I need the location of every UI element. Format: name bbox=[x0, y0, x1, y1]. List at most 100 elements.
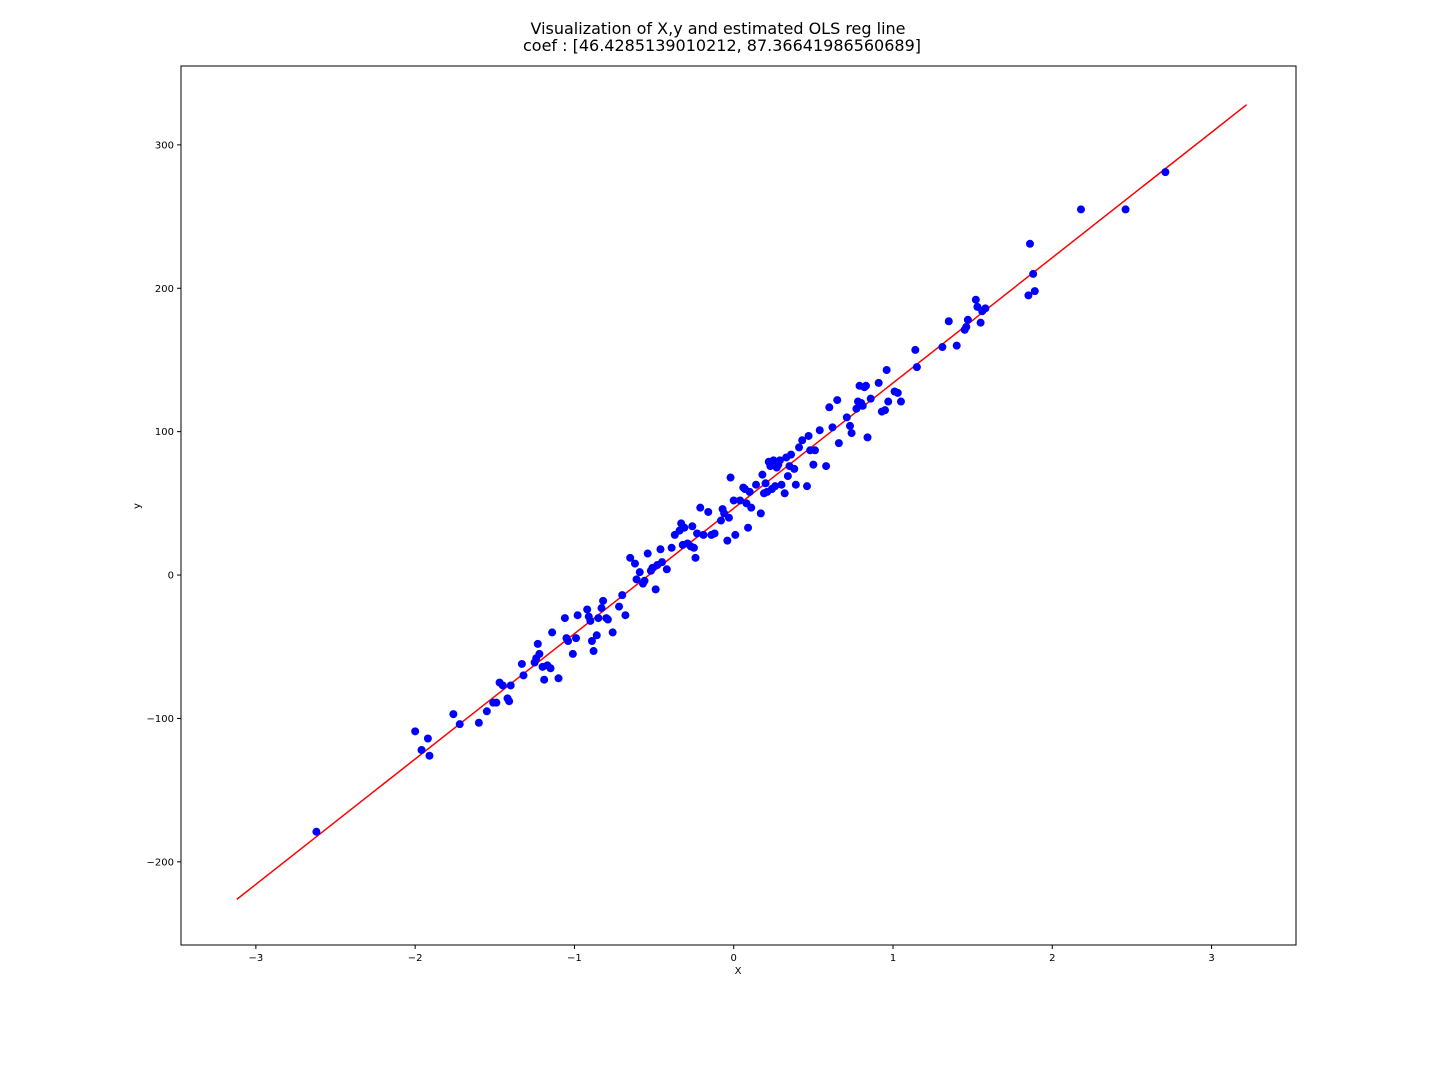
data-point bbox=[804, 431, 813, 440]
x-tick-label: 3 bbox=[1208, 953, 1214, 964]
data-point bbox=[1121, 205, 1130, 214]
data-point bbox=[608, 628, 617, 637]
x-tick-label: −1 bbox=[567, 953, 582, 964]
data-point bbox=[938, 343, 947, 352]
data-point bbox=[699, 530, 708, 539]
data-point bbox=[592, 631, 601, 640]
y-axis-label: y bbox=[132, 503, 143, 509]
data-point bbox=[564, 637, 573, 646]
data-point bbox=[976, 318, 985, 327]
data-point bbox=[583, 605, 592, 614]
data-point bbox=[704, 507, 713, 516]
chart-title-line-1: Visualization of X,y and estimated OLS r… bbox=[530, 19, 905, 38]
data-point bbox=[533, 639, 542, 648]
data-point bbox=[658, 558, 667, 567]
data-point bbox=[828, 423, 837, 432]
data-point bbox=[944, 317, 953, 326]
x-axis-ticks: −3 −2 −1 0 1 2 3 bbox=[248, 945, 1215, 964]
data-point bbox=[810, 446, 819, 455]
data-point bbox=[833, 396, 842, 405]
data-point bbox=[630, 559, 639, 568]
y-tick-label: −200 bbox=[147, 857, 174, 868]
data-point bbox=[423, 734, 432, 743]
data-point bbox=[586, 616, 595, 625]
data-point bbox=[540, 675, 549, 684]
data-point bbox=[724, 513, 733, 522]
y-tick-label: 100 bbox=[155, 427, 174, 438]
data-point bbox=[517, 659, 526, 668]
x-tick-label: 2 bbox=[1049, 953, 1055, 964]
data-point bbox=[861, 381, 870, 390]
data-point bbox=[896, 397, 905, 406]
data-point bbox=[498, 681, 507, 690]
data-point bbox=[775, 456, 784, 465]
data-point bbox=[716, 516, 725, 525]
x-tick-label: −2 bbox=[408, 953, 423, 964]
data-point bbox=[474, 718, 483, 727]
data-point bbox=[572, 634, 581, 643]
data-point bbox=[548, 628, 557, 637]
data-point bbox=[535, 649, 544, 658]
data-point bbox=[783, 472, 792, 481]
x-tick-label: 0 bbox=[731, 953, 737, 964]
data-point bbox=[752, 480, 761, 489]
data-point bbox=[554, 674, 563, 683]
data-point bbox=[962, 322, 971, 331]
data-point bbox=[825, 403, 834, 412]
data-point bbox=[858, 401, 867, 410]
y-tick-label: 300 bbox=[155, 140, 174, 151]
data-point bbox=[573, 611, 582, 620]
data-point bbox=[736, 496, 745, 505]
data-point bbox=[780, 489, 789, 498]
y-tick-label: 0 bbox=[168, 571, 174, 582]
data-point bbox=[626, 553, 635, 562]
y-tick-label: −100 bbox=[147, 714, 174, 725]
data-point bbox=[455, 720, 464, 729]
data-point bbox=[852, 404, 861, 413]
data-point bbox=[1029, 269, 1038, 278]
data-point bbox=[963, 315, 972, 324]
data-points-layer bbox=[312, 168, 1170, 836]
data-point bbox=[662, 565, 671, 574]
data-point bbox=[771, 482, 780, 491]
data-point bbox=[506, 681, 515, 690]
data-point bbox=[726, 473, 735, 482]
data-point bbox=[758, 470, 767, 479]
data-point bbox=[809, 460, 818, 469]
data-point bbox=[618, 591, 627, 600]
data-point bbox=[1076, 205, 1085, 214]
y-axis-ticks: −200 −100 0 100 200 300 bbox=[147, 140, 181, 868]
data-point bbox=[640, 576, 649, 585]
data-point bbox=[417, 745, 426, 754]
data-point bbox=[1030, 287, 1039, 296]
data-point bbox=[603, 615, 612, 624]
data-point bbox=[744, 523, 753, 532]
data-point bbox=[693, 529, 702, 538]
data-point bbox=[723, 536, 732, 545]
data-point bbox=[971, 295, 980, 304]
data-point bbox=[911, 345, 920, 354]
data-point bbox=[615, 602, 624, 611]
data-point bbox=[691, 553, 700, 562]
data-point bbox=[449, 710, 458, 719]
x-axis-label: X bbox=[735, 966, 742, 977]
data-point bbox=[632, 575, 641, 584]
data-point bbox=[425, 751, 434, 760]
data-point bbox=[790, 464, 799, 473]
data-point bbox=[815, 426, 824, 435]
data-point bbox=[568, 649, 577, 658]
data-point bbox=[587, 637, 596, 646]
data-point bbox=[689, 543, 698, 552]
data-point bbox=[696, 503, 705, 512]
data-point bbox=[882, 365, 891, 374]
data-point bbox=[680, 523, 689, 532]
data-point bbox=[756, 509, 765, 518]
data-point bbox=[745, 487, 754, 496]
data-point bbox=[893, 388, 902, 397]
data-point bbox=[635, 568, 644, 577]
data-point bbox=[981, 304, 990, 313]
data-point bbox=[777, 480, 786, 489]
data-point bbox=[667, 543, 676, 552]
data-point bbox=[761, 479, 770, 488]
data-point bbox=[710, 529, 719, 538]
